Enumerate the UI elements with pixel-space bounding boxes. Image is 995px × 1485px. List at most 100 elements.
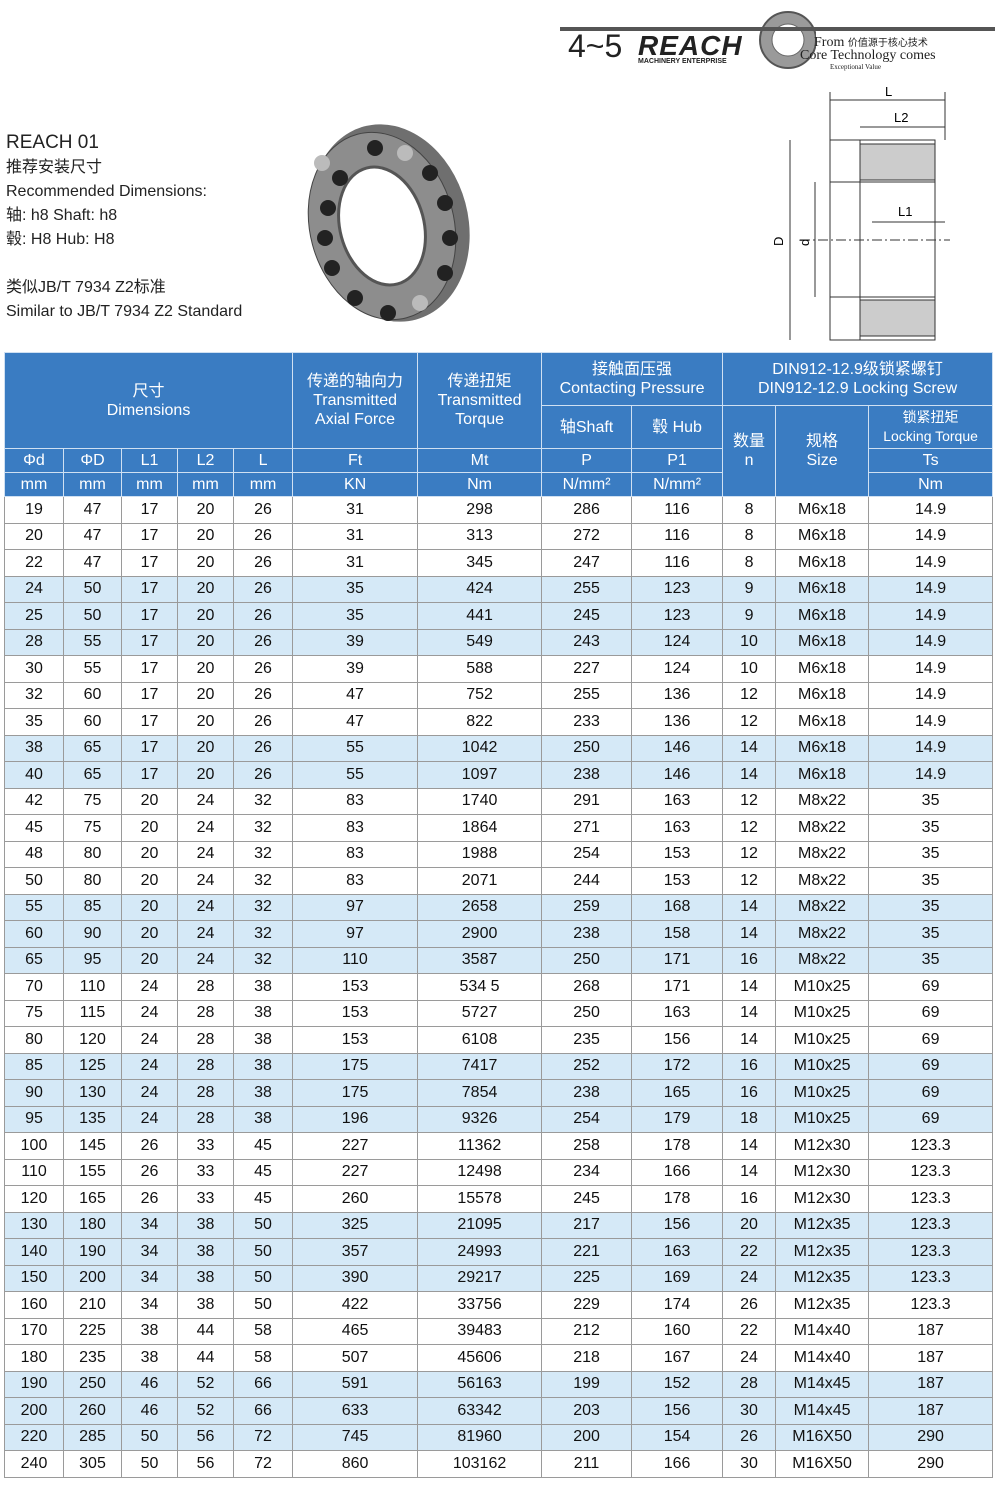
table-cell: 163 xyxy=(631,787,724,815)
table-cell: 50 xyxy=(4,867,64,895)
table-cell: 591 xyxy=(292,1370,419,1398)
table-cell: 32 xyxy=(4,681,64,709)
table-row: 190 250 46 52 66 591 56163 199 152 28 M14x45 187 xyxy=(4,1370,994,1398)
table-cell: 20 xyxy=(121,840,178,868)
table-cell: 14.9 xyxy=(868,681,994,709)
table-cell: 28 xyxy=(177,1105,234,1133)
table-cell: 50 xyxy=(121,1423,178,1451)
table-cell: 14.9 xyxy=(868,761,994,789)
table-cell: 28 xyxy=(4,628,64,656)
intro-line: 轴: h8 Shaft: h8 xyxy=(6,207,118,224)
table-cell: 135 xyxy=(63,1105,122,1133)
table-cell: 26 xyxy=(121,1158,178,1186)
table-cell: 55 xyxy=(63,655,122,683)
symbol-cell: P1 xyxy=(631,448,724,473)
table-cell: M10x25 xyxy=(775,1052,870,1080)
table-cell: 154 xyxy=(631,1423,724,1451)
table-cell: 85 xyxy=(63,893,122,921)
unit-cell: mm xyxy=(63,472,122,497)
table-row: 32 60 17 20 26 47 752 255 136 12 M6x18 14.9 xyxy=(4,681,994,709)
table-cell: 47 xyxy=(63,549,122,577)
table-cell: 55 xyxy=(292,734,419,762)
table-cell: M14x40 xyxy=(775,1344,870,1372)
table-cell: 65 xyxy=(63,734,122,762)
table-cell: 72 xyxy=(232,1450,294,1478)
table-cell: 210 xyxy=(63,1291,122,1319)
table-cell: 38 xyxy=(232,999,294,1027)
table-cell: M16X50 xyxy=(775,1423,870,1451)
table-cell: 17 xyxy=(121,655,178,683)
table-cell: 26 xyxy=(722,1291,777,1319)
table-row: 200 260 46 52 66 633 63342 203 156 30 M14x45 187 xyxy=(4,1397,994,1425)
table-cell: 190 xyxy=(63,1238,122,1266)
table-cell: 156 xyxy=(631,1397,724,1425)
table-cell: 227 xyxy=(541,655,633,683)
table-cell: 55 xyxy=(292,761,419,789)
table-cell: 12 xyxy=(722,814,777,842)
table-cell: 220 xyxy=(4,1423,64,1451)
table-cell: 83 xyxy=(292,787,419,815)
table-row: 28 55 17 20 26 39 549 243 124 10 M6x18 14.9 xyxy=(4,628,994,656)
table-cell: 150 xyxy=(4,1264,64,1292)
table-cell: 66 xyxy=(232,1397,294,1425)
table-cell: 55 xyxy=(4,893,64,921)
table-cell: 153 xyxy=(292,973,419,1001)
header-text: Contacting Pressure xyxy=(559,380,705,397)
table-cell: 17 xyxy=(121,628,178,656)
table-cell: 238 xyxy=(541,761,633,789)
table-cell: 95 xyxy=(63,946,122,974)
table-cell: M10x25 xyxy=(775,1105,870,1133)
table-cell: 175 xyxy=(292,1079,419,1107)
table-cell: 588 xyxy=(417,655,543,683)
table-cell: 75 xyxy=(63,814,122,842)
table-cell: 12498 xyxy=(417,1158,543,1186)
header-text: Torque xyxy=(455,411,505,428)
table-cell: M12x35 xyxy=(775,1211,870,1239)
table-cell: M12x30 xyxy=(775,1185,870,1213)
table-cell: 146 xyxy=(631,761,724,789)
header-cell: DIN912-12.9级锁紧螺钉 DIN912-12.9 Locking Scre… xyxy=(722,352,994,406)
table-cell: M12x30 xyxy=(775,1158,870,1186)
table-cell: 32 xyxy=(232,787,294,815)
table-cell: 130 xyxy=(4,1211,64,1239)
dim-label: L1 xyxy=(898,204,912,219)
table-cell: 16 xyxy=(722,946,777,974)
table-cell: 24 xyxy=(4,575,64,603)
table-cell: 12 xyxy=(722,840,777,868)
table-cell: 225 xyxy=(541,1264,633,1292)
table-cell: 123.3 xyxy=(868,1238,994,1266)
table-cell: 35 xyxy=(292,602,419,630)
table-row: 40 65 17 20 26 55 1097 238 146 14 M6x18 14.9 xyxy=(4,761,994,789)
table-row: 55 85 20 24 32 97 2658 259 168 14 M8x22 35 xyxy=(4,893,994,921)
table-cell: 33756 xyxy=(417,1291,543,1319)
table-cell: 110 xyxy=(292,946,419,974)
table-cell: 60 xyxy=(63,708,122,736)
table-cell: 45 xyxy=(232,1158,294,1186)
table-cell: 211 xyxy=(541,1450,633,1478)
header-text: n xyxy=(744,452,754,469)
table-cell: 165 xyxy=(63,1185,122,1213)
table-cell: 50 xyxy=(63,602,122,630)
table-cell: 25 xyxy=(4,602,64,630)
symbol-cell: Ts xyxy=(868,448,994,473)
table-cell: 28 xyxy=(177,999,234,1027)
table-cell: 146 xyxy=(631,734,724,762)
header-text: 锁紧扭矩 xyxy=(902,409,959,425)
table-row: 30 55 17 20 26 39 588 227 124 10 M6x18 14.9 xyxy=(4,655,994,683)
table-cell: M6x18 xyxy=(775,681,870,709)
table-cell: 534 5 xyxy=(417,973,543,1001)
table-cell: 47 xyxy=(63,496,122,524)
header-text: Transmitted xyxy=(313,392,397,409)
table-cell: 156 xyxy=(631,1026,724,1054)
table-cell: 124 xyxy=(631,628,724,656)
table-cell: 20 xyxy=(121,814,178,842)
table-cell: 26 xyxy=(232,655,294,683)
table-cell: 250 xyxy=(541,734,633,762)
slogan-cn: 价值源于核心技术 xyxy=(847,38,928,49)
table-cell: 227 xyxy=(292,1132,419,1160)
slogan-small: Exceptional Value xyxy=(830,63,881,71)
table-cell: 20 xyxy=(177,734,234,762)
table-cell: 822 xyxy=(417,708,543,736)
table-row: 25 50 17 20 26 35 441 245 123 9 M6x18 14.9 xyxy=(4,602,994,630)
table-cell: 153 xyxy=(292,999,419,1027)
